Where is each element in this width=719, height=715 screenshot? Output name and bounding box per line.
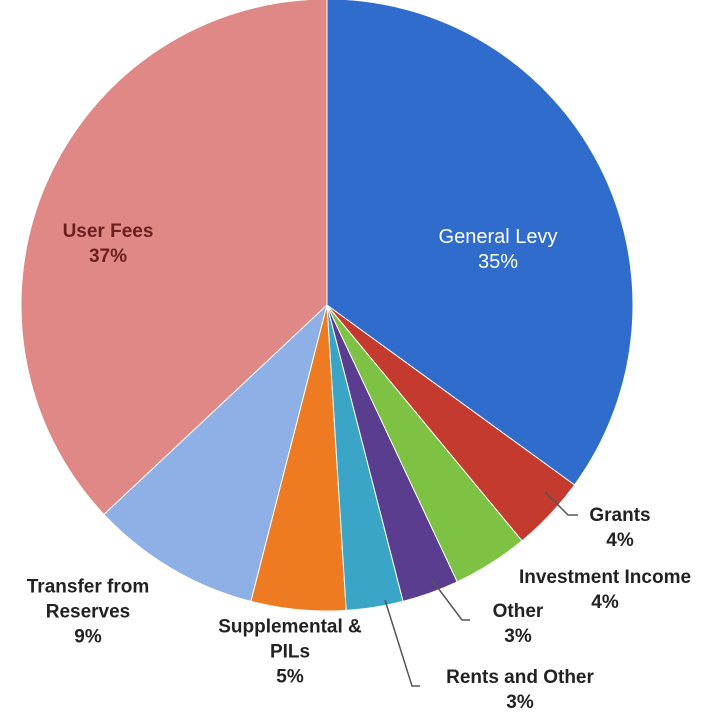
slice-label: Grants 4% xyxy=(589,503,650,553)
leader-line xyxy=(544,491,578,516)
slice-label: Supplemental & PILs 5% xyxy=(205,615,375,690)
category-label: Rents and Other xyxy=(446,667,594,688)
category-label: Transfer from Reserves xyxy=(26,576,150,623)
leader-line xyxy=(431,579,470,621)
slice-label: General Levy 35% xyxy=(439,225,558,275)
value-label: 5% xyxy=(276,666,304,688)
leader-lines xyxy=(384,491,578,687)
slice-label: Rents and Other 3% xyxy=(446,665,594,715)
value-label: 9% xyxy=(74,626,102,648)
pie-slice xyxy=(326,0,634,486)
category-label: Grants xyxy=(589,505,651,526)
slice-label: Other 3% xyxy=(493,599,544,649)
value-label: 3% xyxy=(504,626,532,647)
slice-label: Investment Income 4% xyxy=(519,565,691,615)
value-label: 3% xyxy=(506,692,534,713)
slice-label: Transfer from Reserves 9% xyxy=(3,575,173,650)
pie-slice xyxy=(103,303,328,602)
category-label: General Levy xyxy=(438,226,558,248)
value-label: 37% xyxy=(88,246,128,267)
slice-label: User Fees 37% xyxy=(63,219,154,269)
value-label: 4% xyxy=(606,530,634,551)
category-label: Other xyxy=(492,601,544,622)
category-label: Investment Income xyxy=(518,567,692,588)
value-label: 35% xyxy=(477,251,519,273)
value-label: 4% xyxy=(591,592,619,613)
pie-slice xyxy=(20,0,328,516)
leader-line xyxy=(384,599,420,687)
category-label: Supplemental & PILs xyxy=(218,616,362,663)
category-label: User Fees xyxy=(62,221,154,242)
